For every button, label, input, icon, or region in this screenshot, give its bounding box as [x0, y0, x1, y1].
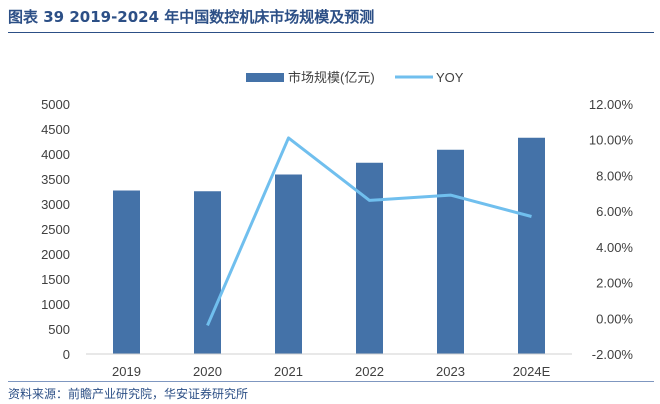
left-tick-label: 4500: [41, 122, 70, 137]
left-axis: 0 500 1000 1500 2000 2500 3000 3500 4000 4500 5000: [41, 97, 70, 362]
left-tick-label: 5000: [41, 97, 70, 112]
right-tick-label: 6.00%: [596, 204, 633, 219]
right-axis: -2.00% 0.00% 2.00% 4.00% 6.00% 8.00% 10.00% 12.…: [589, 97, 634, 362]
left-tick-label: 1500: [41, 272, 70, 287]
chart-title: 图表 39 2019-2024 年中国数控机床市场规模及预测: [8, 8, 375, 26]
source-note: 资料来源：前瞻产业研究院，华安证券研究所: [8, 387, 249, 401]
left-tick-label: 1000: [41, 297, 70, 312]
left-tick-label: 500: [48, 322, 70, 337]
legend-line-label: YOY: [436, 70, 464, 85]
bar-2024E: [518, 137, 545, 354]
x-tick-label: 2023: [436, 364, 465, 379]
left-tick-label: 2000: [41, 247, 70, 262]
x-tick-label: 2024E: [513, 364, 551, 379]
right-tick-label: 10.00%: [589, 133, 634, 148]
title-divider: [8, 32, 654, 33]
chart: 市场规模(亿元) YOY 0 500 1000 1500 2000 2500 3000 350…: [41, 70, 634, 379]
right-tick-label: -2.00%: [592, 347, 634, 362]
left-tick-label: 2500: [41, 222, 70, 237]
x-tick-label: 2022: [355, 364, 384, 379]
bar-2020: [194, 191, 221, 354]
x-axis: 2019 2020 2021 2022 2023 2024E: [112, 364, 551, 379]
x-tick-label: 2020: [193, 364, 222, 379]
right-tick-label: 8.00%: [596, 168, 633, 183]
right-tick-label: 2.00%: [596, 276, 633, 291]
right-tick-label: 4.00%: [596, 240, 633, 255]
right-tick-label: 12.00%: [589, 97, 634, 112]
x-tick-label: 2021: [274, 364, 303, 379]
left-tick-label: 4000: [41, 147, 70, 162]
footer-divider: [8, 381, 654, 382]
left-tick-label: 3500: [41, 172, 70, 187]
yoy-line: [206, 136, 532, 327]
bar-2019: [113, 190, 140, 354]
bar-2023: [437, 149, 464, 354]
legend: 市场规模(亿元) YOY: [246, 70, 464, 85]
right-tick-label: 0.00%: [596, 311, 633, 326]
left-tick-label: 0: [63, 347, 70, 362]
bar-2021: [275, 174, 302, 354]
legend-bar-swatch: [246, 73, 284, 82]
left-tick-label: 3000: [41, 197, 70, 212]
bar-series: [113, 137, 545, 354]
x-tick-label: 2019: [112, 364, 141, 379]
legend-bar-label: 市场规模(亿元): [288, 70, 375, 85]
